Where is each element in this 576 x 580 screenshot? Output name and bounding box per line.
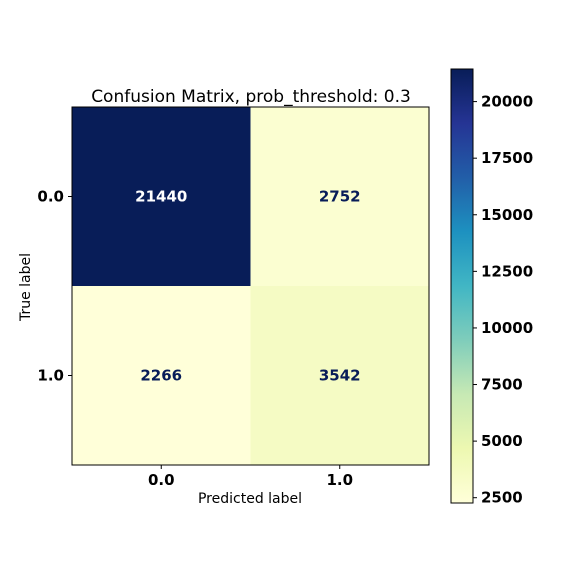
x-tick-label: 0.0 — [148, 471, 175, 489]
colorbar-tick-label: 5000 — [481, 432, 523, 450]
colorbar-tick-label: 17500 — [481, 149, 533, 167]
colorbar-tick-label: 10000 — [481, 319, 533, 337]
y-axis-label: True label — [18, 253, 34, 322]
cell-value-label: 2752 — [319, 188, 361, 206]
colorbar — [450, 68, 474, 504]
y-tick-label: 1.0 — [37, 367, 64, 385]
colorbar-tick-label: 15000 — [481, 206, 533, 224]
y-tick-label: 0.0 — [37, 188, 64, 206]
colorbar-tick-label: 20000 — [481, 93, 533, 111]
colorbar-tick-label: 2500 — [481, 489, 523, 507]
cell-value-label: 21440 — [135, 188, 187, 206]
x-tick-label: 1.0 — [326, 471, 353, 489]
heatmap-cell — [72, 107, 251, 286]
y-axis-ticks: 0.0 1.0 — [37, 188, 72, 385]
x-axis-label: Predicted label — [198, 491, 302, 507]
colorbar-ticks: 2500 5000 7500 10000 12500 15000 17500 20000 — [473, 93, 533, 507]
colorbar-tick-label: 7500 — [481, 376, 523, 394]
cell-value-label: 2266 — [140, 367, 182, 385]
plot-frame — [71, 106, 430, 466]
heatmap-cell — [250, 107, 429, 286]
heatmap-cells: 21440 2752 2266 3542 — [72, 107, 429, 465]
x-axis-ticks: 0.0 1.0 — [148, 465, 353, 489]
heatmap-cell — [72, 286, 251, 465]
cell-value-label: 3542 — [319, 367, 361, 385]
chart-title: Confusion Matrix, prob_threshold: 0.3 — [91, 87, 411, 107]
heatmap-cell — [250, 286, 429, 465]
colorbar-tick-label: 12500 — [481, 262, 533, 280]
